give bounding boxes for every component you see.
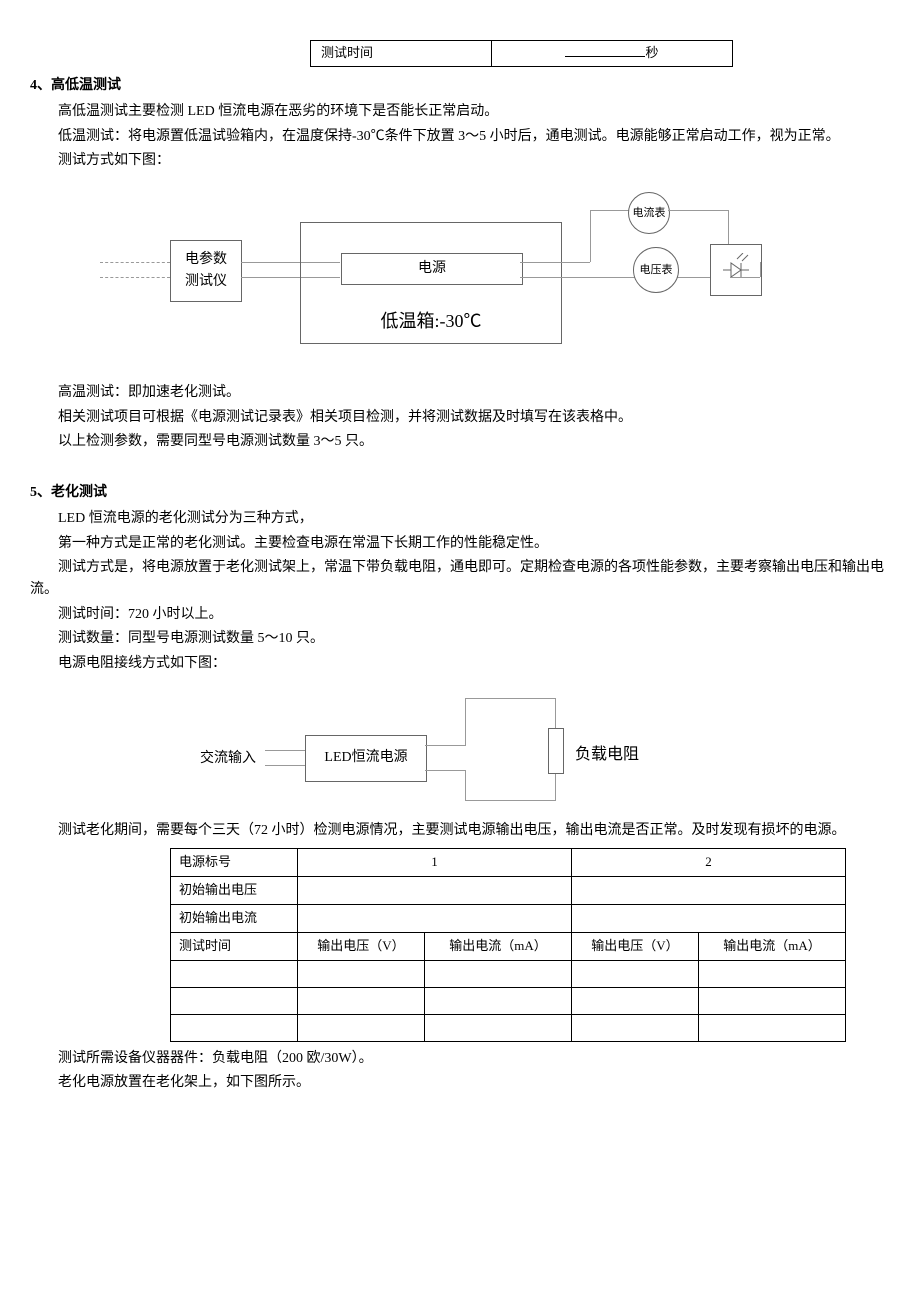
aging-record-table: 电源标号 1 2 初始输出电压 初始输出电流 测试时间 输出电压（V） 输出电流… — [170, 848, 846, 1041]
out-i-2: 输出电流（mA） — [699, 932, 846, 960]
section5-p5: 测试数量：同型号电源测试数量 5～10 只。 — [30, 628, 890, 650]
out-v-1: 输出电压（V） — [298, 932, 425, 960]
table-cell — [425, 960, 572, 987]
table-cell — [572, 877, 846, 905]
param-meter-box: 电参数 测试仪 — [170, 240, 242, 302]
test-time-value: 秒 — [492, 41, 733, 67]
table-cell — [298, 987, 425, 1014]
psu-id-header: 电源标号 — [171, 849, 298, 877]
table-cell — [425, 987, 572, 1014]
test-time-table: 测试时间 秒 — [310, 40, 733, 67]
table-cell — [425, 1014, 572, 1041]
init-v-header: 初始输出电压 — [171, 877, 298, 905]
section5-p4: 测试时间：720 小时以上。 — [30, 604, 890, 626]
voltmeter-circle: 电压表 — [633, 247, 679, 293]
table-cell — [699, 987, 846, 1014]
load-label: 负载电阻 — [575, 742, 639, 768]
section5-p1: LED 恒流电源的老化测试分为三种方式， — [30, 508, 890, 530]
table-cell — [699, 960, 846, 987]
section5-p6: 电源电阻接线方式如下图： — [30, 653, 890, 675]
table-cell — [298, 1014, 425, 1041]
low-temp-diagram: 电参数 测试仪 电源 低温箱:-30℃ 电流表 电压表 — [100, 192, 820, 362]
section4-p1: 高低温测试主要检测 LED 恒流电源在恶劣的环境下是否能长正常启动。 — [30, 101, 890, 123]
section4-heading: 4、高低温测试 — [30, 75, 890, 97]
table-cell — [171, 1014, 298, 1041]
table-cell — [572, 987, 699, 1014]
out-v-2: 输出电压（V） — [572, 932, 699, 960]
init-i-header: 初始输出电流 — [171, 905, 298, 933]
section4-p4: 高温测试：即加速老化测试。 — [30, 382, 890, 404]
ammeter-circle: 电流表 — [628, 192, 670, 234]
table-cell — [699, 1014, 846, 1041]
section5-heading: 5、老化测试 — [30, 482, 890, 504]
table-cell — [171, 960, 298, 987]
section4-p3: 测试方式如下图： — [30, 150, 890, 172]
test-time-unit: 秒 — [645, 45, 658, 60]
table-cell — [572, 960, 699, 987]
table-cell — [298, 960, 425, 987]
table-cell — [298, 877, 572, 905]
test-time-header: 测试时间 — [171, 932, 298, 960]
table-cell — [171, 987, 298, 1014]
table-cell — [572, 905, 846, 933]
cold-box-label: 低温箱:-30℃ — [301, 307, 561, 336]
table-cell — [298, 905, 572, 933]
ac-input-label: 交流输入 — [200, 748, 256, 770]
psu-col-2: 2 — [572, 849, 846, 877]
section4-p5: 相关测试项目可根据《电源测试记录表》相关项目检测，并将测试数据及时填写在该表格中… — [30, 407, 890, 429]
load-resistor-icon — [548, 728, 564, 774]
psu-box: 电源 — [341, 253, 523, 285]
section5-p9: 老化电源放置在老化架上，如下图所示。 — [30, 1072, 890, 1094]
out-i-1: 输出电流（mA） — [425, 932, 572, 960]
test-time-label: 测试时间 — [311, 41, 492, 67]
led-icon — [719, 253, 753, 287]
psu-col-1: 1 — [298, 849, 572, 877]
section5-p2: 第一种方式是正常的老化测试。主要检查电源在常温下长期工作的性能稳定性。 — [30, 533, 890, 555]
section5-p8: 测试所需设备仪器器件：负载电阻（200 欧/30W）。 — [30, 1048, 890, 1070]
table-cell — [572, 1014, 699, 1041]
section5-p3: 测试方式是，将电源放置于老化测试架上，常温下带负载电阻，通电即可。定期检查电源的… — [30, 557, 890, 602]
section4-p6: 以上检测参数，需要同型号电源测试数量 3～5 只。 — [30, 431, 890, 453]
aging-wiring-diagram: 交流输入 LED恒流电源 负载电阻 — [200, 690, 720, 810]
led-psu-box: LED恒流电源 — [305, 735, 427, 782]
led-box — [710, 244, 762, 296]
section5-p7: 测试老化期间，需要每个三天（72 小时）检测电源情况，主要测试电源输出电压，输出… — [30, 820, 890, 842]
section4-p2: 低温测试：将电源置低温试验箱内，在温度保持-30℃条件下放置 3～5 小时后，通… — [30, 126, 890, 148]
